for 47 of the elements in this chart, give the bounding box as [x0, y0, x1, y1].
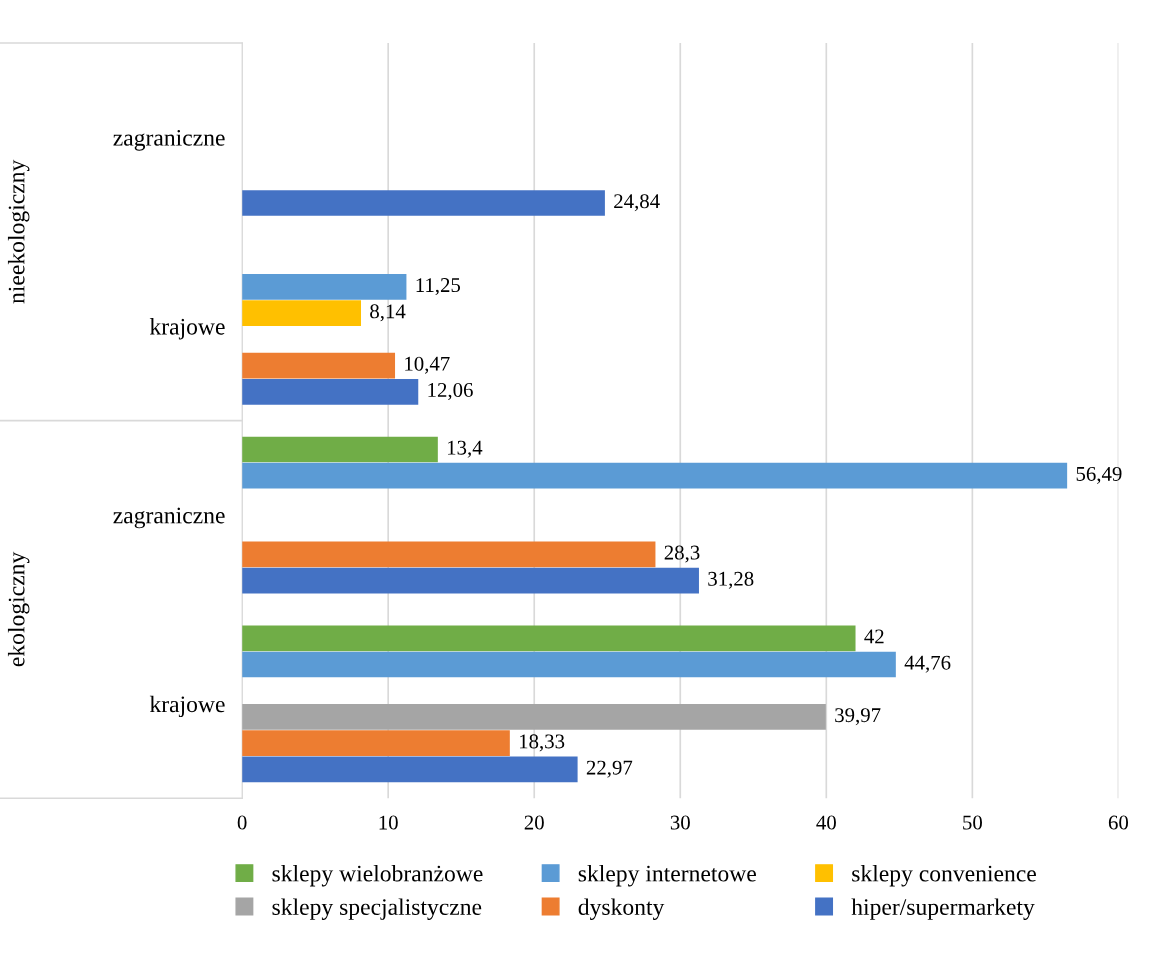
y-tick-label: krajowe [149, 318, 225, 340]
x-tick-label: 10 [379, 815, 398, 830]
bar [242, 300, 362, 326]
bar [242, 651, 896, 678]
legend-label: sklepy convenience [852, 864, 1036, 887]
legend-label: sklepy wielobranżowe [272, 864, 483, 887]
x-tick-label: 40 [816, 815, 836, 830]
bar [242, 436, 438, 463]
bar [242, 378, 419, 405]
legend-label: hiper/supermarkety [851, 898, 1035, 920]
bar [242, 567, 699, 594]
bar [242, 704, 826, 730]
data-label: 56,49 [1076, 466, 1122, 484]
legend-label: dyskonty [578, 898, 665, 920]
x-tick-label: 20 [524, 815, 544, 830]
legend-label: sklepy internetowe [578, 864, 756, 887]
bar [242, 462, 1068, 489]
x-tick-label: 50 [963, 815, 982, 830]
bar [242, 352, 396, 379]
legend-label: sklepy specjalistyczne [272, 898, 482, 920]
text: ekologiczny [7, 551, 30, 667]
data-label: 42 [864, 629, 884, 644]
x-tick-label: 60 [1108, 815, 1129, 830]
data-label: 24,84 [614, 194, 660, 212]
data-label: 11,25 [416, 278, 461, 296]
y-tick-label: zagraniczne [113, 129, 225, 151]
text: nieekologiczny [7, 159, 30, 304]
data-label: 8,14 [370, 304, 406, 322]
data-label: 31,28 [708, 571, 754, 589]
bar [242, 730, 510, 757]
y-tick-label: zagraniczne [113, 507, 225, 529]
bar [242, 756, 578, 783]
data-label: 28,3 [664, 545, 700, 563]
data-label: 13,4 [448, 440, 483, 458]
bar [242, 541, 656, 568]
bar [242, 274, 407, 300]
y-tick-label: krajowe [149, 695, 225, 718]
data-label: 39,97 [835, 708, 881, 726]
data-label: 44,76 [904, 655, 951, 673]
data-label: 18,33 [520, 734, 565, 752]
bar [242, 625, 856, 652]
x-tick-label: 30 [670, 815, 690, 830]
data-label: 12,06 [428, 382, 473, 401]
data-label: 10,47 [405, 356, 450, 374]
x-tick-label: 0 [237, 815, 247, 830]
data-label: 22,97 [586, 760, 633, 778]
bar [242, 190, 605, 216]
